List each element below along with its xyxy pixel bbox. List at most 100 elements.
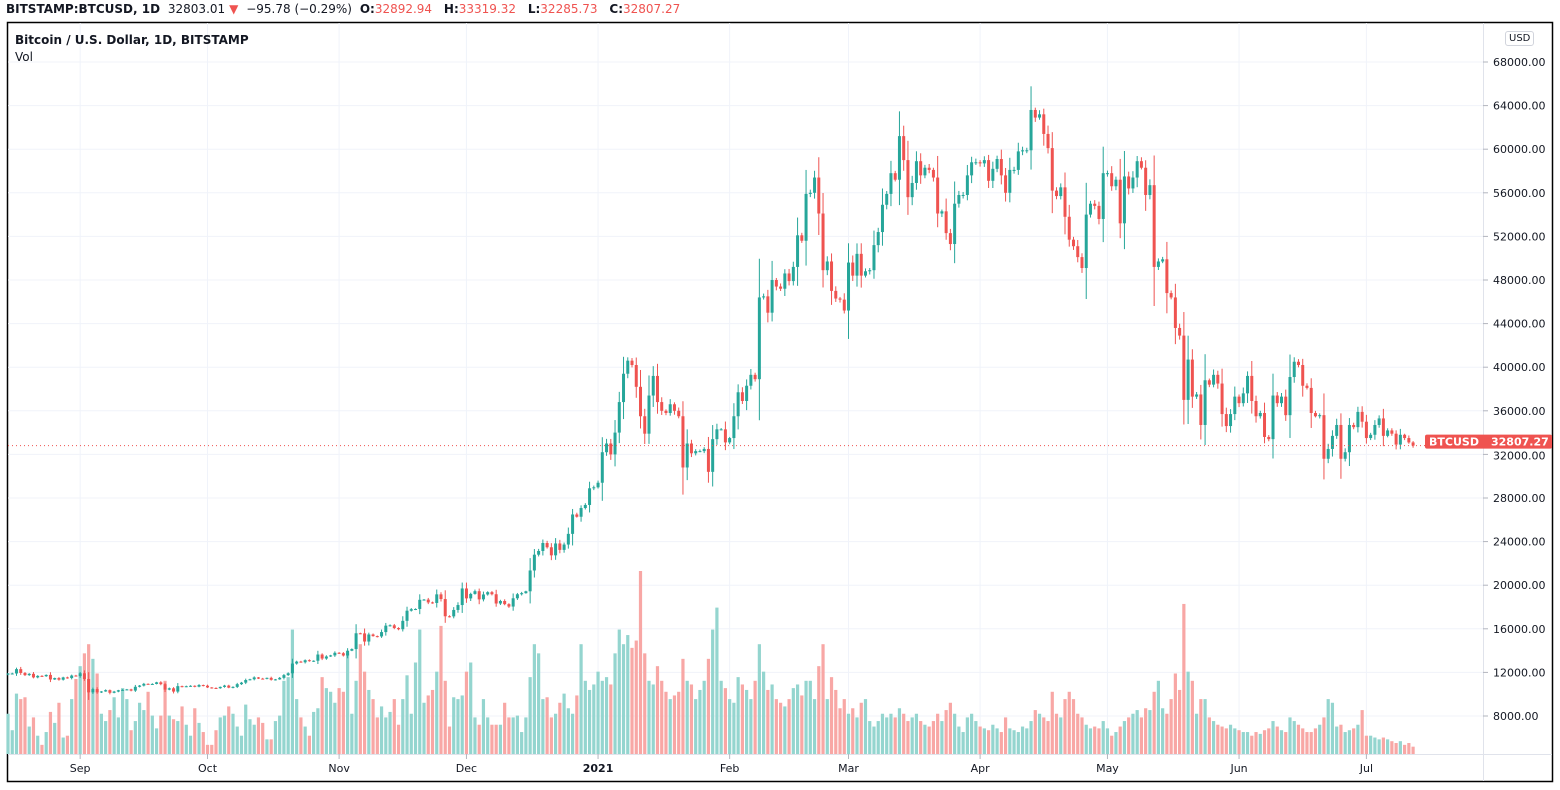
volume-bar [494,724,498,754]
candle-body [779,286,783,289]
volume-bar [197,722,201,754]
volume-bar [324,688,328,754]
candle [405,606,409,627]
candle [885,191,889,210]
volume-bar [1186,671,1190,754]
volume-bar [957,726,961,754]
symbol-title[interactable]: BITSTAMP:BTCUSD, 1D [6,2,161,16]
candle-body [1161,259,1165,262]
candle-body [1105,173,1109,175]
volume-bar [961,732,965,754]
candle-body [180,686,184,688]
volume-bar [426,695,430,754]
volume-bar [31,717,36,754]
volume-bar [1195,713,1199,754]
candle-body [290,663,294,674]
volume-bar [1037,713,1042,754]
volume-bar [643,653,647,754]
candle [112,690,116,694]
candle [1237,394,1241,408]
volume-bar [795,684,800,754]
candle [477,588,481,605]
candle-body [876,232,880,246]
candle [290,658,294,678]
candle-body [108,690,112,693]
volume-bar [634,640,638,754]
candle [1161,256,1165,264]
candle [753,372,757,382]
volume-bar [341,691,345,754]
price-axis[interactable]: 68000.00 64000.00 60000.00 56000.00 52000.00… [1483,56,1546,723]
volume-bar [940,721,944,754]
candle [982,156,986,167]
volume-bar [23,697,27,754]
candle-body [1390,430,1394,434]
candle-body [418,599,422,609]
volume-bar [460,695,464,754]
candle [762,293,766,300]
candle [566,527,570,549]
legend-volume[interactable]: Vol [15,50,33,64]
candle [1093,200,1097,210]
price-tick-label: 48000.00 [1493,274,1546,287]
candle [74,674,78,677]
candle-body [439,594,443,600]
candle [681,401,685,495]
candle [227,684,231,689]
volume-bar [1012,730,1016,754]
candle [639,369,643,429]
volume-bar [999,732,1003,754]
candle-body [1093,203,1097,206]
candle-body [1165,259,1169,294]
candle-body [1199,394,1203,425]
candle [1059,183,1063,200]
price-tick-label: 24000.00 [1493,536,1546,549]
candle [1148,179,1152,200]
volume-bar [19,699,23,754]
candle-body [70,675,74,679]
candle-body [1373,424,1377,435]
volume-bar [762,671,766,754]
volume-bar [503,702,507,754]
candle [426,597,430,605]
volume-bar [554,713,558,754]
candle [1084,182,1088,300]
candles [6,86,1415,700]
candle-body [112,691,116,693]
currency-button[interactable]: USD [1505,31,1535,46]
volume-bar [842,699,846,754]
time-tick-label: Sep [70,762,91,775]
candle [1178,323,1182,340]
volume-bar [70,699,74,754]
time-axis[interactable]: Sep Oct Nov Dec 2021 Feb Mar Apr May Jun Jul [70,754,1373,775]
candle-body [210,687,214,689]
candle-body [609,443,613,455]
candle [617,391,621,444]
candle-body [1131,177,1135,189]
candle [358,632,362,635]
candle-body [613,432,617,455]
legend-title[interactable]: Bitcoin / U.S. Dollar, 1D, BITSTAMP [15,33,249,47]
candle-body [1224,414,1228,427]
volume-bar [655,666,660,754]
candle-body [74,675,78,677]
candle-body [948,233,952,245]
candle-body [363,633,367,642]
volume-bar [44,732,48,754]
volume-bar [354,680,358,754]
volume-bar [439,625,443,754]
candle-body [1207,380,1211,385]
volume-bar [112,697,116,754]
candle [1386,428,1390,438]
volume-bar [630,647,634,754]
candle [1271,373,1275,459]
volume-bar [745,689,749,754]
candle-body [464,588,468,599]
volume-bar [549,717,553,754]
volume-bar [61,737,65,754]
candle-body [91,689,95,693]
candle-body [762,296,766,298]
volume-bar [1033,710,1037,754]
volume-bar [1161,708,1165,754]
